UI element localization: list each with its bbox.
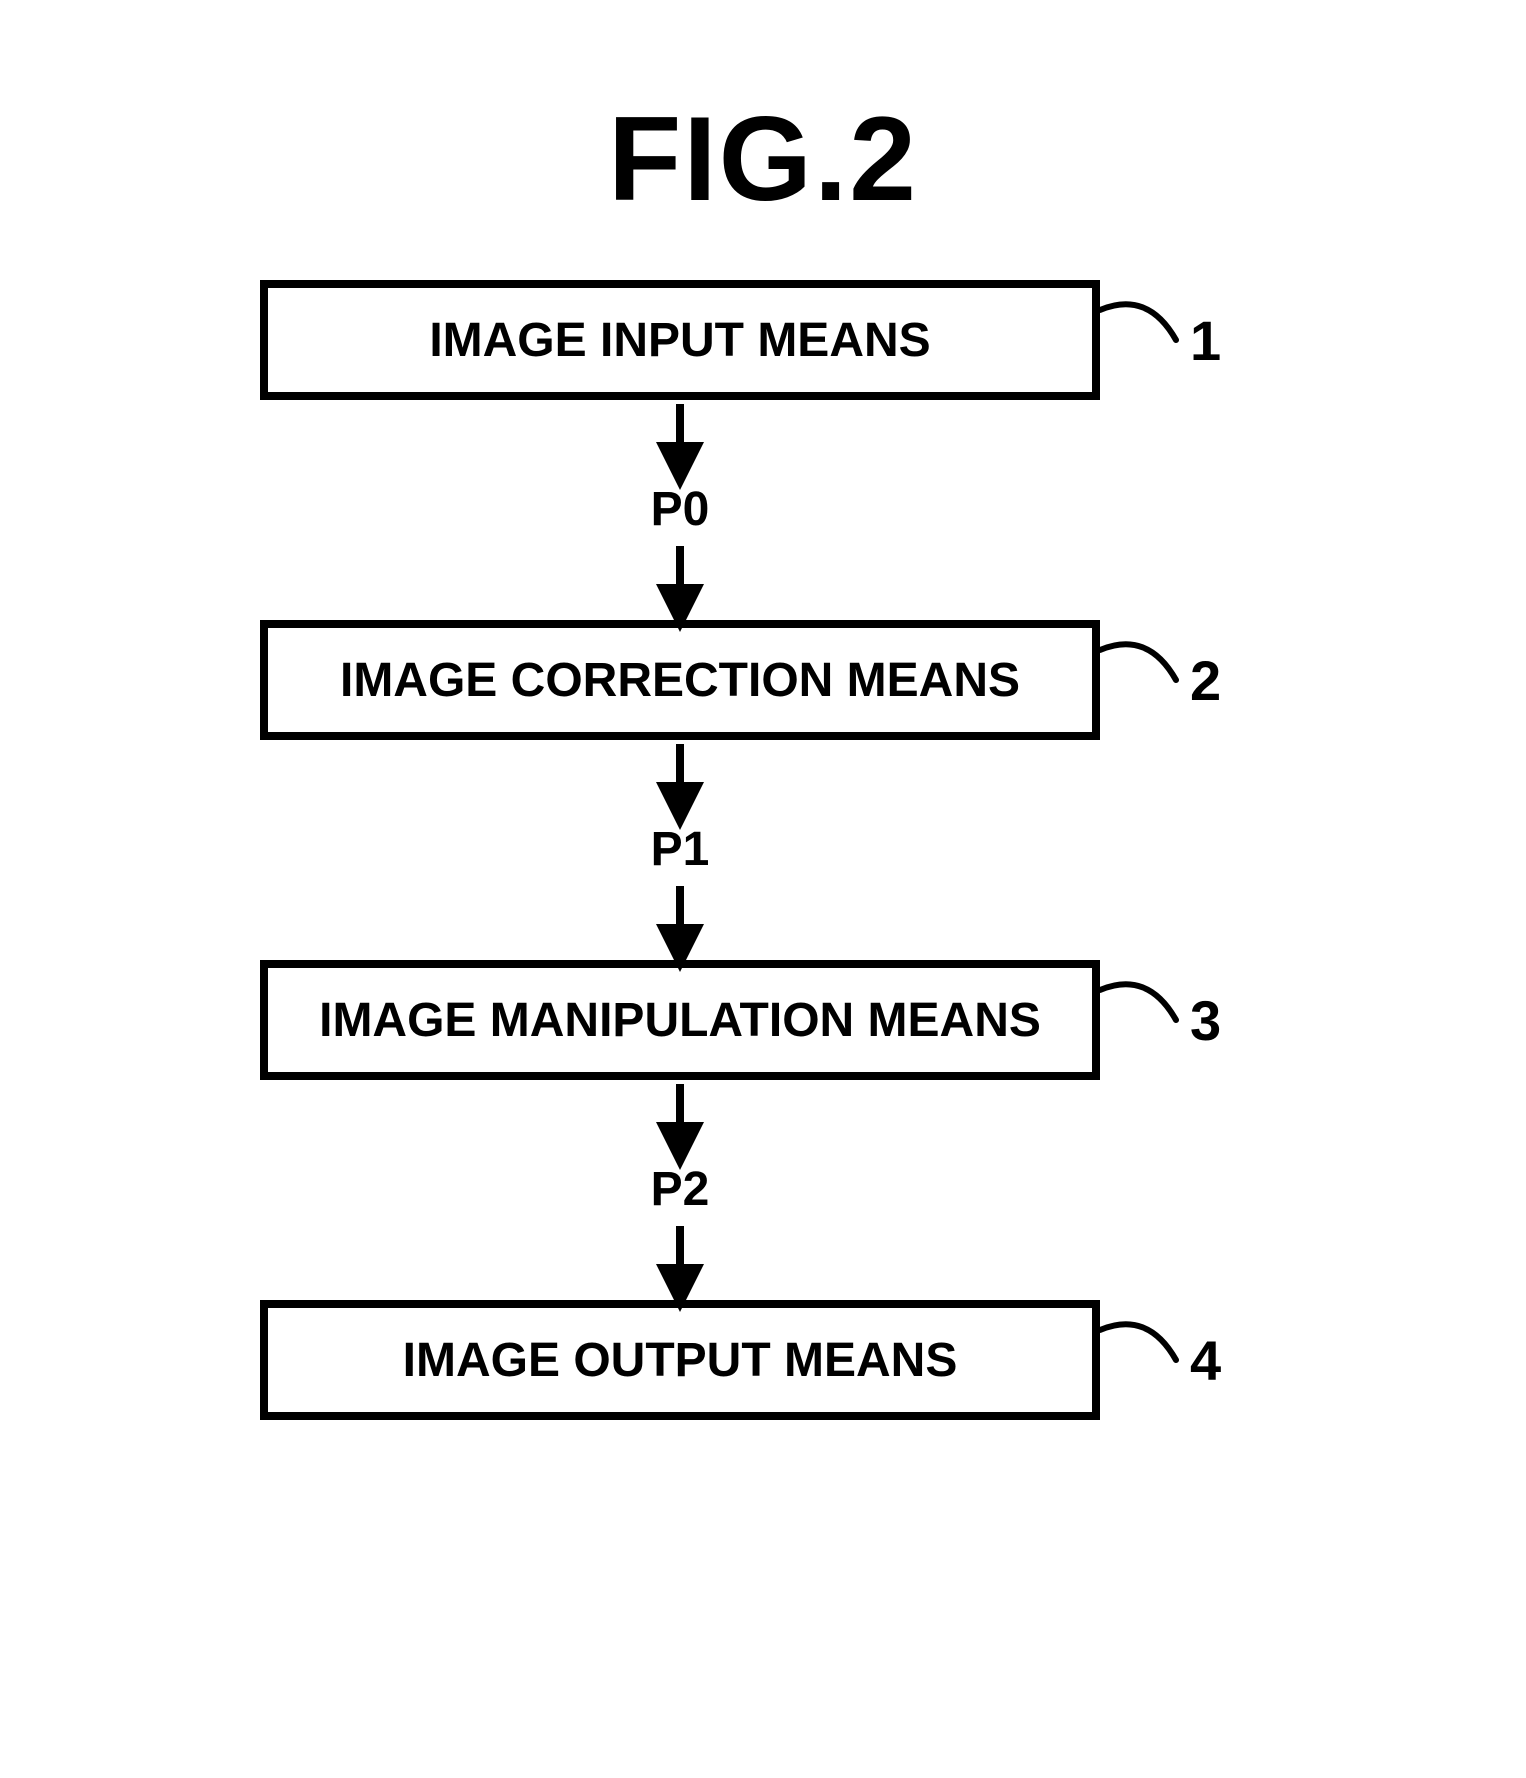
figure-title: FIG.2: [0, 90, 1526, 228]
box-label: IMAGE MANIPULATION MEANS: [319, 993, 1041, 1048]
num-label-3: 3: [1190, 988, 1221, 1053]
box-label: IMAGE CORRECTION MEANS: [340, 653, 1020, 708]
box-image-correction: IMAGE CORRECTION MEANS: [260, 620, 1100, 740]
mid-label-p2: P2: [620, 1162, 740, 1217]
box-image-input: IMAGE INPUT MEANS: [260, 280, 1100, 400]
num-label-1: 1: [1190, 308, 1221, 373]
mid-label-p1: P1: [620, 822, 740, 877]
box-image-manipulation: IMAGE MANIPULATION MEANS: [260, 960, 1100, 1080]
box-label: IMAGE INPUT MEANS: [429, 313, 930, 368]
box-label: IMAGE OUTPUT MEANS: [403, 1333, 958, 1388]
diagram-canvas: FIG.2 IMAGE INPUT MEANS IMAGE CORRECTION…: [0, 0, 1526, 1778]
mid-label-p0: P0: [620, 482, 740, 537]
svg-overlay: [0, 0, 1526, 1778]
num-label-4: 4: [1190, 1328, 1221, 1393]
num-label-2: 2: [1190, 648, 1221, 713]
box-image-output: IMAGE OUTPUT MEANS: [260, 1300, 1100, 1420]
